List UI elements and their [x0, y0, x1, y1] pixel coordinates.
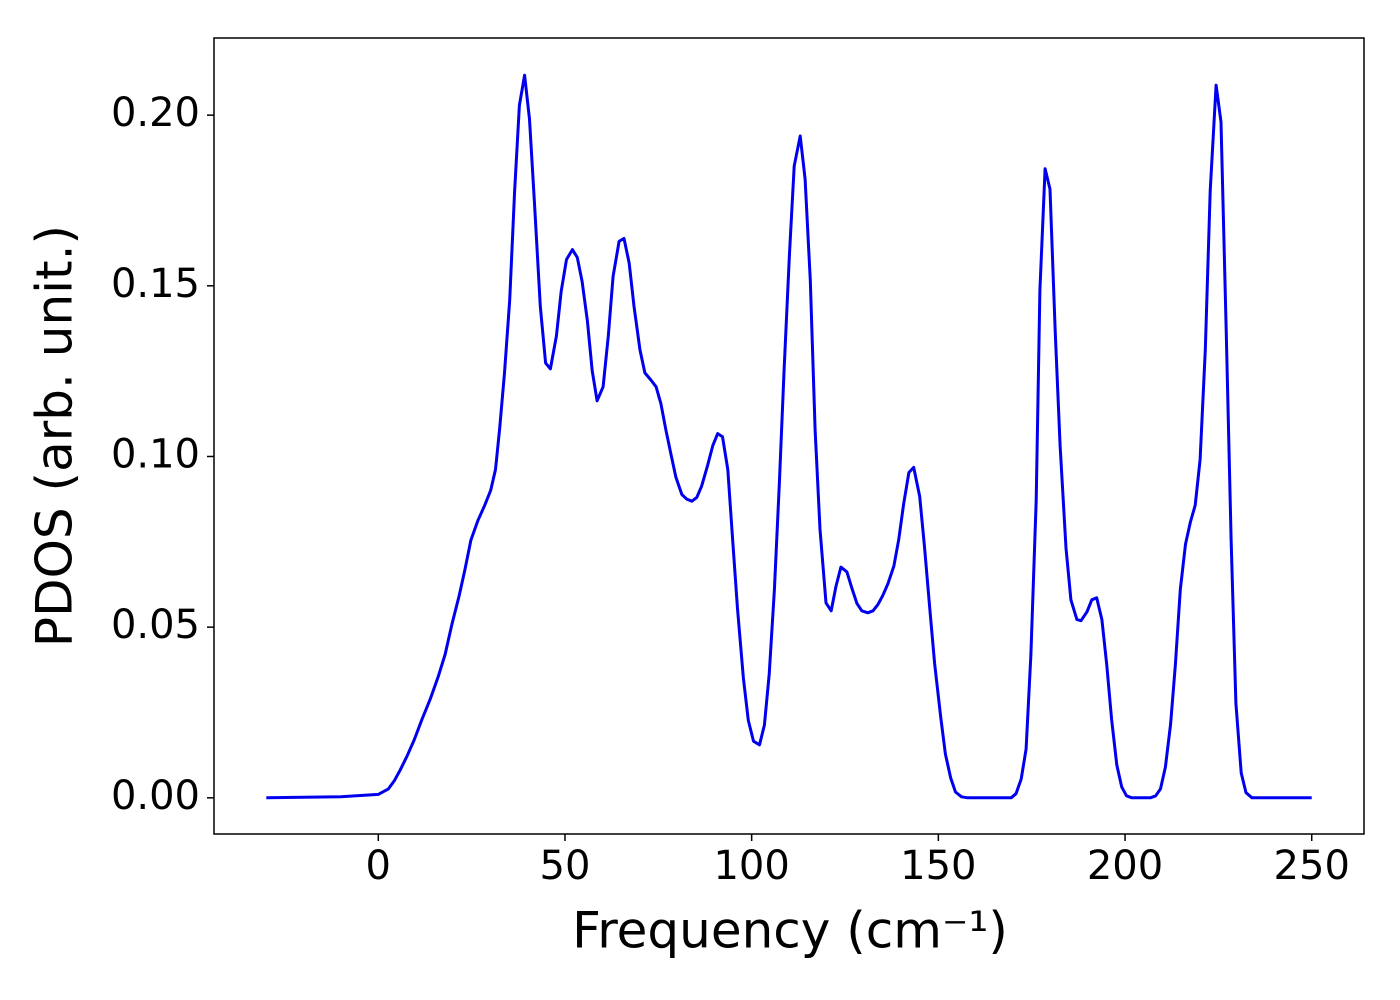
y-tick-label: 0.00	[111, 773, 200, 819]
plot-frame	[213, 37, 1365, 835]
y-tick-label: 0.20	[111, 90, 200, 136]
y-tick-label: 0.05	[111, 602, 200, 648]
x-tick-label: 0	[366, 843, 391, 889]
x-axis-label: Frequency (cm⁻¹)	[572, 902, 1008, 960]
x-tick-label: 100	[713, 843, 789, 889]
x-tick-label: 250	[1274, 843, 1350, 889]
y-tick-label: 0.15	[111, 261, 200, 307]
line	[266, 73, 1312, 800]
x-tick-label: 200	[1087, 843, 1163, 889]
x-tick-label: 50	[540, 843, 591, 889]
x-tick-label: 150	[900, 843, 976, 889]
y-axis-label: PDOS (arb. unit.)	[26, 225, 84, 647]
y-tick-label: 0.10	[111, 431, 200, 477]
